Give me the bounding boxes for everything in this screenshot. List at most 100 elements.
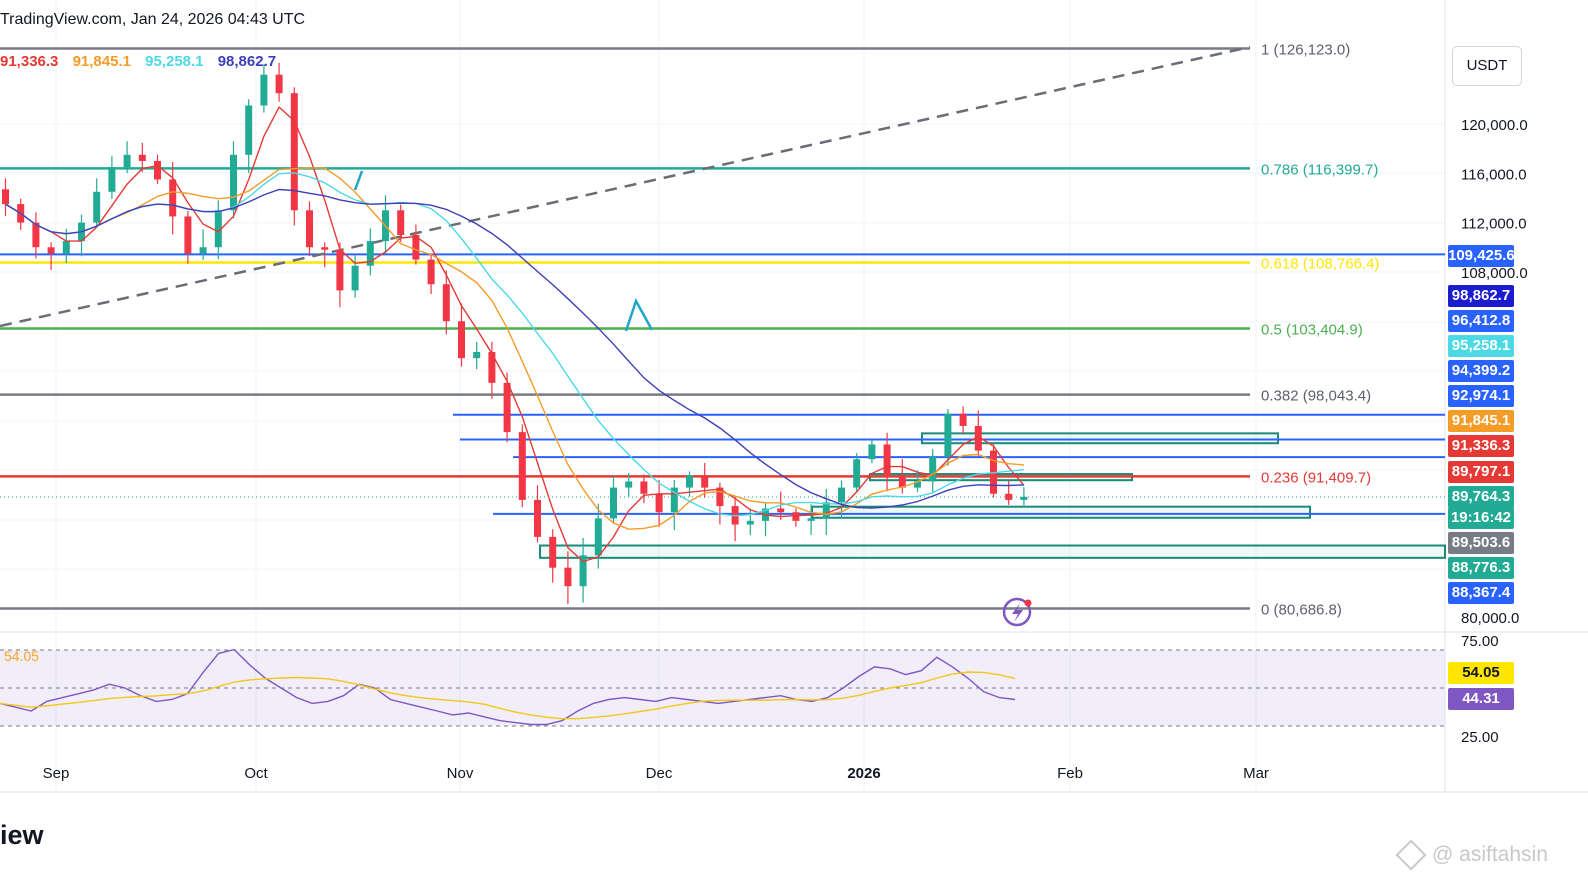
candle-body <box>518 432 526 500</box>
fib-level-label: 1 (126,123.0) <box>1261 42 1350 59</box>
candle-body <box>1020 496 1028 500</box>
price-tag: 88,776.3 <box>1448 557 1514 579</box>
candle-body <box>625 481 633 488</box>
rsi-axis-tick: 75.00 <box>1461 633 1499 650</box>
candle-body <box>260 74 268 106</box>
candle-body <box>290 93 298 211</box>
currency-button[interactable]: USDT <box>1452 46 1522 86</box>
candle-body <box>868 444 876 460</box>
brand-text: iew <box>0 820 44 850</box>
candle-body <box>1005 493 1013 500</box>
candle-body <box>701 475 709 488</box>
candle-body <box>412 234 420 260</box>
candle-body <box>47 247 55 254</box>
ma-legend-cyan-value: 95,258.1 <box>145 53 204 70</box>
rsi-legend-value: 54.05 <box>4 648 39 664</box>
candle-body <box>93 191 101 223</box>
candle-body <box>351 265 359 291</box>
candle-body <box>716 487 724 507</box>
candle-body <box>184 216 192 254</box>
candle-body <box>579 555 587 587</box>
candle-body <box>594 518 602 556</box>
ma-legend-red-value: 91,336.3 <box>0 53 59 70</box>
price-axis-tick: 108,000.0 <box>1461 265 1528 282</box>
candle-body <box>427 259 435 285</box>
candle-body <box>2 189 9 205</box>
candle-body <box>458 321 465 359</box>
candle-body <box>321 247 329 250</box>
watermark-icon <box>1395 839 1427 872</box>
price-axis-tick: 116,000.0 <box>1461 166 1527 183</box>
candle-body <box>503 382 511 433</box>
candle-body <box>169 179 177 217</box>
rsi-value-tag: 44.31 <box>1448 688 1514 710</box>
candle-body <box>534 499 541 537</box>
candle-body <box>959 413 967 426</box>
price-tag: 89,503.6 <box>1448 532 1514 554</box>
price-tag: 94,399.2 <box>1448 360 1514 382</box>
price-tag: 92,974.1 <box>1448 385 1514 407</box>
candle-body <box>32 222 40 248</box>
fib-level-label: 0 (80,686.8) <box>1261 602 1342 619</box>
price-axis-tick: 112,000.0 <box>1461 216 1527 233</box>
candle-body <box>929 456 937 482</box>
candle-body <box>336 249 344 291</box>
candle-body <box>154 160 161 180</box>
candle-body <box>275 74 283 94</box>
price-tag: 95,258.1 <box>1448 335 1514 357</box>
candle-body <box>564 567 572 587</box>
time-axis-tick: 2026 <box>847 765 880 782</box>
zone-rect <box>811 505 1311 519</box>
cross-marker <box>353 170 654 332</box>
countdown-tag: 19:16:42 <box>1448 507 1514 529</box>
price-tag: 98,862.7 <box>1448 285 1514 307</box>
price-tag: 91,845.1 <box>1448 410 1514 432</box>
candle-body <box>944 413 952 457</box>
fib-level-label: 0.5 (103,404.9) <box>1261 322 1363 339</box>
candle-body <box>123 154 131 168</box>
candle-body <box>488 352 496 383</box>
candle-body <box>807 518 815 521</box>
trend-line <box>0 45 1251 328</box>
alert-lightning-icon <box>1002 597 1032 627</box>
candle-body <box>610 487 617 519</box>
candle-body <box>670 487 678 513</box>
price-tag: 88,367.4 <box>1448 582 1514 604</box>
last-price-tag: 89,764.3 <box>1448 486 1514 508</box>
candle-body <box>974 425 982 451</box>
candle-body <box>108 167 116 192</box>
price-tag: 96,412.8 <box>1448 310 1514 332</box>
lightning-icon <box>1012 603 1023 622</box>
candle-body <box>853 459 861 488</box>
price-axis-tick: 120,000.0 <box>1461 117 1528 134</box>
ma-legend: 91,336.3 91,845.1 95,258.1 98,862.7 <box>0 53 286 70</box>
candle-body <box>138 154 146 161</box>
time-axis-tick: Mar <box>1243 765 1269 782</box>
zone-rect <box>921 432 1279 445</box>
candle-body <box>883 444 891 476</box>
time-axis-tick: Feb <box>1057 765 1083 782</box>
time-axis-tick: Nov <box>447 765 474 782</box>
ma-legend-navy-value: 98,862.7 <box>217 53 277 70</box>
candle-body <box>822 502 830 519</box>
rsi-axis-tick: 25.00 <box>1461 729 1499 746</box>
chart-header: TradingView.com, Jan 24, 2026 04:43 UTC <box>0 11 306 28</box>
fib-level-label: 0.236 (91,409.7) <box>1261 469 1371 486</box>
rsi-signal-tag: 54.05 <box>1448 662 1514 684</box>
candle-body <box>549 536 557 568</box>
zone-rect <box>539 544 1446 559</box>
price-tag: 91,336.3 <box>1448 435 1514 457</box>
moving-average-line <box>5 188 1024 509</box>
candle-body <box>640 481 648 494</box>
watermark: @ asiftahsin <box>1395 839 1548 872</box>
time-axis-tick: Sep <box>43 765 70 782</box>
fib-level-label: 0.618 (108,766.4) <box>1261 255 1379 272</box>
ma-legend-orange-value: 91,845.1 <box>72 53 131 70</box>
rsi-line <box>0 648 1016 726</box>
fib-level-label: 0.382 (98,043.4) <box>1261 388 1371 405</box>
candle-body <box>397 210 405 235</box>
candle-body <box>306 210 313 248</box>
candle-body <box>442 284 450 322</box>
candle-body <box>245 105 253 155</box>
